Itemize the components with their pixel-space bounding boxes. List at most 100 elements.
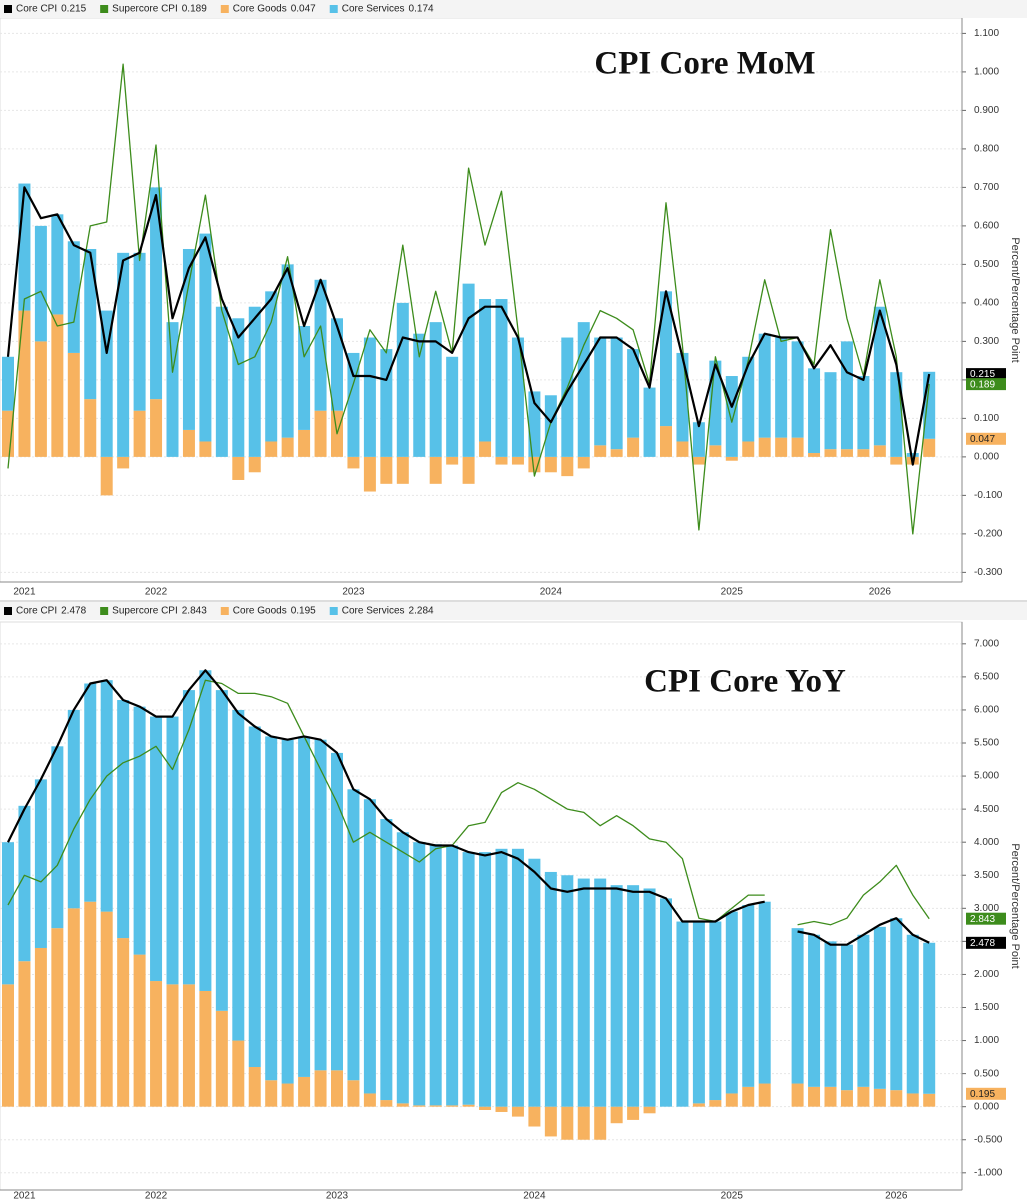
bar (2, 356, 14, 411)
legend-label: Core Services (342, 606, 405, 617)
y-tick-label: -0.100 (974, 490, 1003, 501)
bar (544, 456, 557, 473)
y-tick-label: 0.300 (974, 336, 999, 347)
legend-swatch (329, 607, 338, 615)
value-badge (966, 368, 1006, 381)
y-tick-label: 2.000 (974, 969, 999, 980)
bar (594, 1106, 607, 1140)
bar (199, 233, 212, 442)
legend-label: Core Goods (233, 4, 287, 15)
bar (232, 318, 245, 457)
line (7, 669, 930, 946)
value-badge (966, 936, 1006, 949)
y-tick-label: 5.000 (974, 771, 999, 782)
bar (281, 264, 294, 438)
bar (824, 1086, 837, 1107)
bar (462, 852, 475, 1105)
bar (528, 858, 541, 1107)
y-tick-label: 1.000 (974, 1035, 999, 1046)
legend-swatch (220, 607, 229, 615)
y-tick-label: 1.000 (974, 67, 999, 78)
bar (446, 356, 459, 457)
bar (676, 921, 689, 1107)
bar (725, 911, 738, 1094)
bar (758, 1083, 771, 1107)
bar (906, 453, 919, 457)
legend-swatch (329, 5, 338, 13)
bar (479, 1106, 492, 1110)
bar (380, 819, 393, 1101)
bar (840, 944, 853, 1091)
bar (363, 337, 376, 457)
bar (808, 934, 821, 1087)
bar (51, 928, 64, 1107)
bar (808, 453, 821, 457)
bar (100, 911, 113, 1107)
y-tick-label: -0.200 (974, 529, 1003, 540)
value-badge-label: 0.189 (970, 379, 995, 390)
legend-label: Core Goods (233, 606, 287, 617)
bar (396, 1103, 409, 1107)
bar (692, 1103, 705, 1107)
bar (18, 961, 31, 1107)
legend-swatch (220, 5, 229, 13)
bar (265, 441, 278, 457)
bar (117, 252, 130, 457)
legend-value: 0.174 (409, 4, 434, 15)
bar (660, 898, 672, 1107)
bar (347, 352, 360, 457)
bar (84, 248, 97, 400)
bar (248, 306, 261, 457)
bar (281, 739, 294, 1084)
bar (511, 456, 524, 465)
bar (150, 981, 163, 1107)
bar (906, 934, 919, 1094)
bar (627, 885, 640, 1107)
bar (544, 1106, 557, 1137)
bar (561, 1106, 574, 1140)
bar (2, 842, 14, 985)
bar (117, 938, 130, 1107)
value-badge-label: 0.215 (970, 369, 995, 380)
legend-bar (0, 602, 1027, 620)
bar (775, 337, 788, 438)
bar (692, 921, 705, 1104)
bar (363, 799, 376, 1094)
bar (117, 700, 130, 939)
bar (347, 1080, 360, 1107)
bar (182, 984, 195, 1107)
legend-value: 0.189 (182, 4, 207, 15)
bar (84, 901, 97, 1107)
bar (100, 680, 113, 912)
bar (84, 683, 97, 902)
bar (281, 1083, 294, 1107)
y-axis-title: Percent/Percentage Point (1009, 843, 1021, 968)
bar (215, 690, 228, 1011)
y-tick-label: 0.700 (974, 182, 999, 193)
legend-swatch (100, 607, 109, 615)
bar (561, 456, 574, 477)
y-tick-label: 3.000 (974, 903, 999, 914)
bar (791, 1083, 804, 1107)
y-axis-title: Percent/Percentage Point (1009, 237, 1021, 362)
bar (51, 746, 64, 929)
bar (215, 1010, 228, 1107)
bar (577, 1106, 590, 1140)
value-badge-label: 2.843 (970, 914, 995, 925)
bar (660, 291, 672, 427)
bar (791, 341, 804, 438)
bar (265, 1080, 278, 1107)
value-badge-label: 2.478 (970, 938, 995, 949)
bar (380, 349, 393, 457)
bar (150, 716, 163, 982)
x-tick-label: 2026 (869, 587, 892, 598)
bar (462, 283, 475, 457)
bar (742, 1086, 755, 1107)
y-tick-label: 3.500 (974, 870, 999, 881)
bar (363, 1093, 376, 1107)
bar (347, 456, 360, 469)
bar (18, 183, 31, 311)
bar (692, 456, 705, 465)
value-badge (966, 1087, 1006, 1100)
